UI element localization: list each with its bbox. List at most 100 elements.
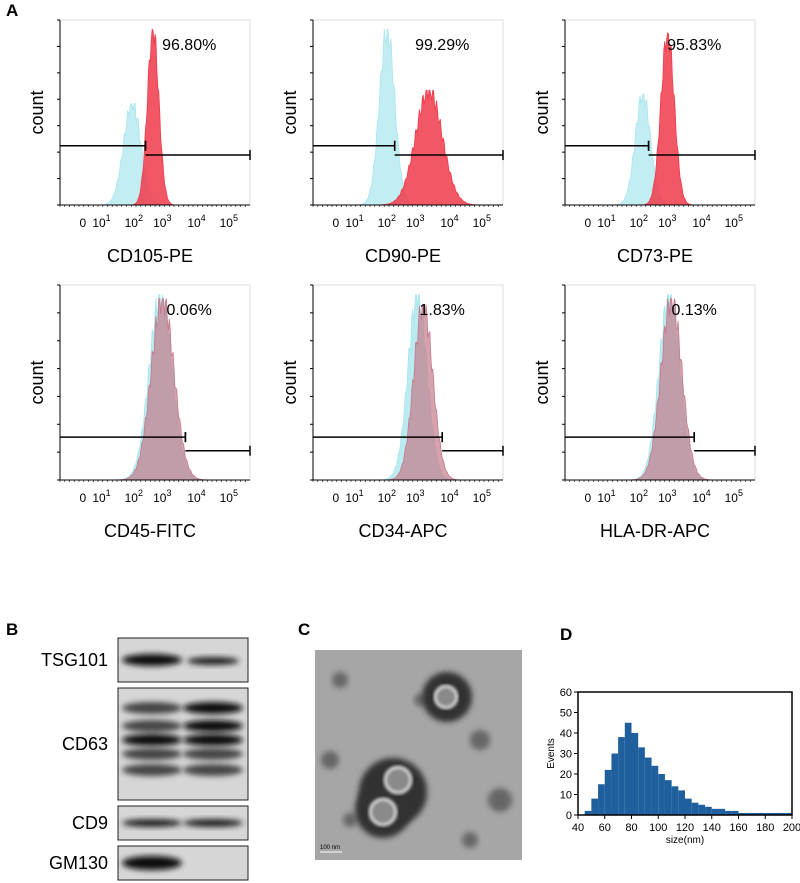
- band: [183, 819, 243, 827]
- percent-label: 0.13%: [672, 302, 717, 319]
- x-tick-label: 105: [725, 213, 743, 230]
- x-tick-label: 102: [125, 213, 143, 230]
- tick-base: 10: [473, 216, 487, 230]
- tem-speck: [321, 751, 339, 769]
- marker-label: CD90-PE: [365, 246, 441, 266]
- tick-exp: 3: [671, 488, 676, 498]
- x-tick-label: 120: [676, 822, 694, 834]
- bar: [598, 784, 605, 815]
- x-tick-label: 200: [783, 822, 800, 834]
- x-tick-label: 102: [378, 213, 396, 230]
- x-tick-label: 103: [658, 488, 676, 505]
- bar: [611, 753, 619, 815]
- tick-base: 10: [220, 216, 234, 230]
- tick-exp: 2: [138, 488, 143, 498]
- vesicle: [433, 684, 459, 710]
- vesicle: [368, 797, 398, 827]
- bar: [651, 765, 659, 815]
- tick-exp: 5: [738, 213, 743, 223]
- blot-label: CD9: [72, 813, 108, 833]
- x-tick-label: 101: [92, 488, 110, 505]
- tick-base: 10: [692, 216, 706, 230]
- bar: [765, 812, 772, 815]
- band: [122, 702, 182, 714]
- bar: [738, 812, 746, 815]
- tick-exp: 1: [106, 488, 111, 498]
- x-tick-label: 102: [630, 213, 648, 230]
- tick-exp: 1: [611, 213, 616, 223]
- y-tick-label: 30: [560, 749, 572, 761]
- tick-base: 10: [725, 491, 739, 505]
- bar: [711, 808, 719, 815]
- tick-base: 10: [125, 216, 139, 230]
- bar: [624, 722, 632, 815]
- tem-speck: [332, 672, 348, 688]
- bar: [644, 757, 652, 815]
- tick-base: 10: [406, 216, 420, 230]
- panel-label: C: [298, 620, 310, 639]
- bar: [658, 774, 665, 815]
- band: [187, 657, 239, 665]
- tick-exp: 3: [419, 213, 424, 223]
- bar: [731, 810, 739, 815]
- tick-exp: 1: [106, 213, 111, 223]
- histogram-curve: [565, 32, 755, 206]
- tick-exp: 5: [233, 213, 238, 223]
- tick-exp: 4: [454, 488, 459, 498]
- tick-base: 10: [473, 491, 487, 505]
- tick-exp: 3: [166, 213, 171, 223]
- tick-base: 10: [725, 216, 739, 230]
- bar: [678, 790, 685, 815]
- x-tick-label: 103: [406, 213, 424, 230]
- y-axis-label: count: [280, 360, 300, 404]
- blot-label: CD63: [62, 734, 108, 754]
- band: [122, 748, 182, 760]
- histogram-curve: [60, 298, 250, 481]
- y-axis-label: count: [27, 90, 47, 134]
- x-tick-label: 0: [584, 491, 591, 505]
- y-axis-label: Events: [546, 738, 557, 769]
- tick-exp: 4: [706, 488, 711, 498]
- histogram-curve: [565, 298, 755, 481]
- bar: [745, 812, 752, 815]
- bar: [718, 808, 726, 815]
- scale-bar-label: 100 nm: [320, 845, 340, 851]
- tick-exp: 1: [359, 213, 364, 223]
- tick-exp: 5: [486, 213, 491, 223]
- x-tick-label: 103: [153, 488, 171, 505]
- x-tick-label: 105: [220, 488, 238, 505]
- x-tick-label: 103: [658, 213, 676, 230]
- blot-label: TSG101: [41, 650, 108, 670]
- x-tick-label: 0: [79, 491, 86, 505]
- tick-base: 10: [153, 216, 167, 230]
- x-tick-label: 40: [572, 822, 584, 834]
- band: [183, 764, 243, 776]
- marker-label: HLA-DR-APC: [600, 521, 710, 541]
- y-tick-label: 10: [560, 790, 572, 802]
- percent-label: 0.06%: [167, 302, 212, 319]
- x-tick-label: 80: [625, 822, 637, 834]
- y-tick-label: 0: [566, 810, 572, 822]
- x-tick-label: 104: [187, 213, 205, 230]
- x-tick-label: 0: [79, 216, 86, 230]
- x-tick-label: 104: [692, 213, 710, 230]
- bar: [705, 806, 712, 815]
- bar: [638, 747, 645, 815]
- tick-exp: 4: [454, 213, 459, 223]
- x-tick-label: 100: [649, 822, 667, 834]
- tick-exp: 3: [419, 488, 424, 498]
- y-tick-label: 60: [560, 687, 572, 699]
- x-tick-label: 104: [440, 213, 458, 230]
- x-axis-label: size(nm): [666, 835, 704, 846]
- tick-base: 10: [630, 491, 644, 505]
- tick-exp: 3: [671, 213, 676, 223]
- x-tick-label: 60: [599, 822, 611, 834]
- percent-label: 96.80%: [162, 37, 216, 54]
- histogram-curve: [60, 28, 250, 206]
- histogram-curve: [313, 89, 503, 206]
- band: [183, 748, 243, 760]
- x-tick-label: 103: [153, 213, 171, 230]
- bar: [664, 780, 672, 815]
- tick-base: 10: [187, 216, 201, 230]
